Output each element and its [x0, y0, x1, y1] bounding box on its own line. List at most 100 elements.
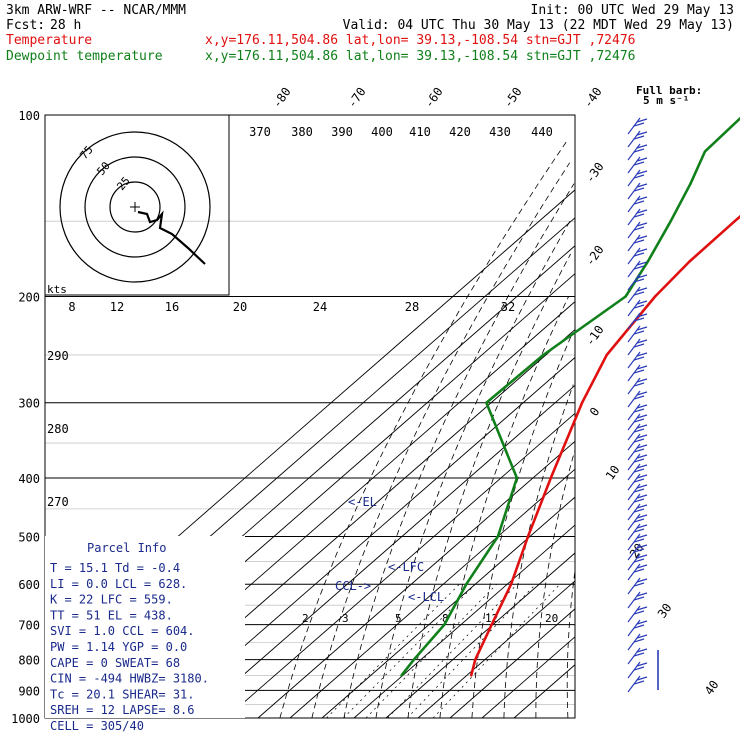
wind-barb: [627, 523, 648, 541]
dewpoint-point: [443, 623, 446, 626]
isotherm-label: 30: [655, 601, 675, 621]
wind-barb: [627, 473, 648, 491]
dewpoint-point: [400, 674, 403, 677]
parcel-info-rows: T = 15.1 Td = -0.4 LI = 0.0 LCL = 628. K =…: [50, 561, 209, 733]
dry-adiabat: [566, 570, 576, 719]
wind-barb: [627, 338, 648, 356]
theta-label: 390: [331, 125, 353, 139]
dewpoint-point: [703, 150, 707, 153]
dewpoint-point: [485, 401, 488, 404]
wind-barb: [627, 156, 648, 174]
wind-barb: [627, 377, 648, 395]
forecast-hour: 28 h: [50, 18, 81, 33]
parcel-info-row: Tc = 20.1 SHEAR= 31.: [50, 687, 195, 701]
speed-tick-label: 28: [405, 300, 419, 314]
pressure-label: 200: [18, 291, 40, 305]
theta-side-label: 280: [47, 422, 69, 436]
theta-label: 400: [371, 125, 393, 139]
barb-legend-scale: 5 m s⁻¹: [643, 94, 689, 107]
parcel-info-row: PW = 1.14 YGP = 0.0: [50, 640, 187, 654]
wind-barb: [627, 234, 648, 252]
wind-barb: [627, 533, 648, 551]
wind-barb: [627, 633, 648, 651]
theta-label: 440: [531, 125, 553, 139]
wind-barb: [627, 364, 648, 382]
hodograph-ring: [59, 131, 211, 283]
temperature-points: [470, 219, 736, 677]
pressure-label: 400: [18, 472, 40, 486]
parcel-info-row: TT = 51 EL = 438.: [50, 608, 173, 622]
dry-adiabat: [311, 162, 571, 719]
wind-barb: [627, 351, 648, 369]
pressure-label: 600: [18, 578, 40, 592]
isotherm: [353, 524, 576, 719]
dewpoint-point: [669, 219, 672, 223]
hodograph-ring: [109, 181, 161, 233]
dewpoint-point: [542, 353, 545, 357]
mixing-ratio-line: [432, 583, 561, 719]
dry-adiabat: [503, 384, 574, 719]
theta-label: 380: [291, 125, 313, 139]
mixing-ratio-line: [407, 583, 536, 719]
barb-legend-title: Full barb:: [636, 84, 702, 97]
wind-barb: [627, 260, 648, 278]
hodograph-ring: [84, 156, 186, 258]
mixing-ratio-label: 2: [302, 612, 309, 625]
pressure-label: 700: [18, 619, 40, 633]
dry-adiabat: [375, 221, 571, 719]
wind-barb: [627, 299, 648, 317]
pressure-label: 800: [18, 654, 40, 668]
wind-barb: [627, 286, 648, 304]
mixing-ratio-line: [326, 583, 460, 719]
wind-barb: [627, 413, 648, 431]
dry-adiabat: [279, 139, 568, 719]
wind-barb: [627, 503, 648, 521]
dewpoint-point: [646, 260, 649, 263]
wind-barb: [627, 143, 648, 161]
mixing-ratio-label: 8: [442, 612, 449, 625]
speed-tick-label: 16: [165, 300, 179, 314]
valid-time: Valid: 04 UTC Thu 30 May 13 (22 MDT Wed …: [343, 18, 734, 33]
wind-barb: [627, 661, 648, 679]
mixing-ratio-label: 20: [545, 612, 558, 625]
temperature-point: [526, 535, 530, 538]
dewpoint-point: [496, 535, 500, 538]
temperature-point: [490, 623, 493, 626]
pressure-label: 1000: [11, 712, 40, 726]
temperature-point: [549, 476, 553, 480]
dewpoint-point: [515, 476, 519, 480]
dewpoint-point: [465, 583, 468, 586]
wind-barb: [627, 169, 648, 187]
temperature-point: [688, 260, 691, 263]
parcel-info-row: CELL = 305/40: [50, 719, 144, 733]
wind-barb: [627, 483, 648, 501]
pressure-label: 500: [18, 530, 40, 544]
isotherm: [321, 496, 576, 719]
hodograph-frame: [45, 115, 230, 296]
temperature-point: [653, 295, 657, 298]
wind-barb: [627, 493, 648, 511]
init-time: Init: 00 UTC Wed 29 May 13: [531, 3, 735, 18]
wind-barb: [627, 453, 648, 471]
hodograph-trace: [137, 210, 206, 265]
el-marker: <-EL: [348, 495, 377, 509]
speed-tick-label: 24: [313, 300, 327, 314]
wind-barb: [627, 433, 648, 451]
wind-barb: [627, 182, 648, 200]
theta-label: 410: [409, 125, 431, 139]
wind-barb: [627, 591, 648, 609]
isotherm: [417, 580, 576, 719]
wind-barb: [627, 513, 648, 531]
theta-label: 420: [449, 125, 471, 139]
theta-label: 430: [489, 125, 511, 139]
dewpoint-point: [689, 182, 692, 185]
temperature-point: [474, 658, 477, 661]
isotherm: [193, 385, 576, 719]
lfc-marker: <-LFC: [388, 560, 424, 574]
wind-barb: [627, 675, 648, 693]
temperature-point: [733, 219, 736, 223]
model-title: 3km ARW-WRF -- NCAR/MMM: [6, 3, 186, 18]
wind-barb: [627, 577, 648, 595]
dry-adiabat: [439, 296, 569, 719]
